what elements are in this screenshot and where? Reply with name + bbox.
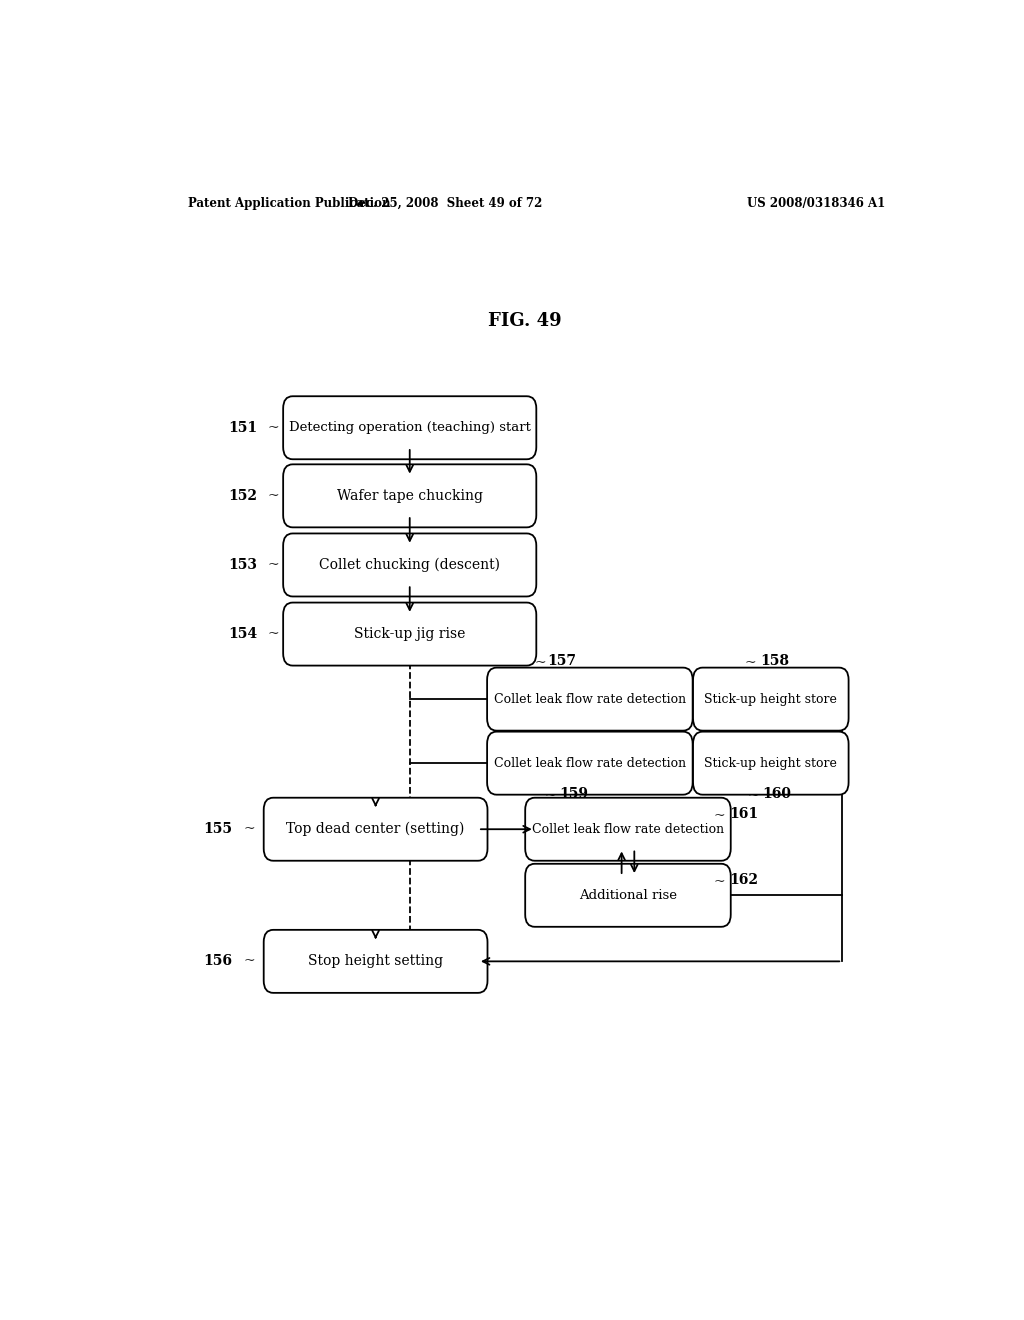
Text: Collet leak flow rate detection: Collet leak flow rate detection — [494, 756, 686, 770]
Text: Collet leak flow rate detection: Collet leak flow rate detection — [531, 822, 724, 836]
FancyBboxPatch shape — [284, 465, 537, 528]
Text: Wafer tape chucking: Wafer tape chucking — [337, 488, 482, 503]
Text: Stick-up height store: Stick-up height store — [705, 693, 838, 706]
Text: Patent Application Publication: Patent Application Publication — [187, 197, 390, 210]
Text: 160: 160 — [763, 787, 792, 800]
Text: 157: 157 — [548, 653, 577, 668]
FancyBboxPatch shape — [264, 797, 487, 861]
FancyBboxPatch shape — [264, 929, 487, 993]
FancyBboxPatch shape — [284, 396, 537, 459]
Text: ~: ~ — [744, 656, 757, 669]
FancyBboxPatch shape — [284, 602, 537, 665]
Text: 151: 151 — [227, 421, 257, 434]
Text: ~: ~ — [714, 809, 725, 824]
Text: 161: 161 — [729, 807, 759, 821]
Text: Stick-up height store: Stick-up height store — [705, 756, 838, 770]
Text: Collet leak flow rate detection: Collet leak flow rate detection — [494, 693, 686, 706]
Text: Additional rise: Additional rise — [579, 888, 677, 902]
Text: ~: ~ — [545, 788, 556, 803]
Text: ~: ~ — [267, 627, 279, 642]
Text: 154: 154 — [227, 627, 257, 642]
FancyBboxPatch shape — [693, 731, 849, 795]
Text: Stick-up jig rise: Stick-up jig rise — [354, 627, 466, 642]
Text: ~: ~ — [243, 954, 255, 969]
Text: Detecting operation (teaching) start: Detecting operation (teaching) start — [289, 421, 530, 434]
Text: 153: 153 — [228, 558, 257, 572]
Text: ~: ~ — [535, 656, 546, 669]
Text: ~: ~ — [267, 421, 279, 434]
FancyBboxPatch shape — [487, 731, 692, 795]
Text: 162: 162 — [729, 873, 758, 887]
Text: US 2008/0318346 A1: US 2008/0318346 A1 — [748, 197, 886, 210]
Text: 152: 152 — [228, 488, 257, 503]
Text: ~: ~ — [267, 488, 279, 503]
Text: 158: 158 — [760, 653, 790, 668]
Text: 156: 156 — [203, 954, 232, 969]
FancyBboxPatch shape — [487, 668, 692, 731]
FancyBboxPatch shape — [284, 533, 537, 597]
Text: ~: ~ — [243, 822, 255, 837]
Text: Dec. 25, 2008  Sheet 49 of 72: Dec. 25, 2008 Sheet 49 of 72 — [348, 197, 543, 210]
Text: Stop height setting: Stop height setting — [308, 954, 443, 969]
FancyBboxPatch shape — [525, 797, 731, 861]
Text: Top dead center (setting): Top dead center (setting) — [287, 822, 465, 837]
Text: ~: ~ — [267, 558, 279, 572]
Text: 155: 155 — [203, 822, 232, 837]
Text: ~: ~ — [714, 875, 725, 890]
FancyBboxPatch shape — [693, 668, 849, 731]
Text: 159: 159 — [559, 787, 589, 800]
Text: Collet chucking (descent): Collet chucking (descent) — [319, 558, 501, 572]
Text: ~: ~ — [748, 788, 759, 803]
Text: FIG. 49: FIG. 49 — [488, 312, 561, 330]
FancyBboxPatch shape — [525, 863, 731, 927]
